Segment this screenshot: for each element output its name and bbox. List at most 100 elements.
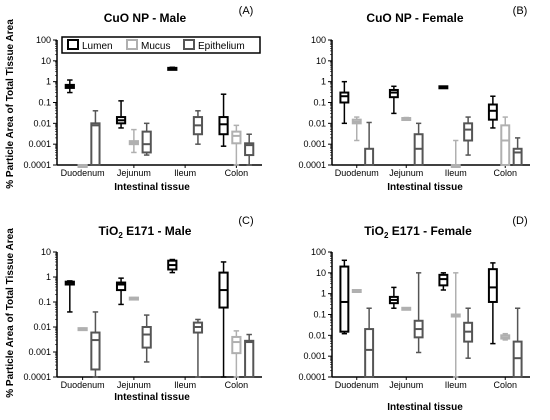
y-tick-label: 1 — [321, 77, 326, 87]
y-tick-label: 1 — [321, 289, 326, 299]
legend-swatch-epithelium — [183, 39, 195, 50]
box-lumen-jejunum — [388, 286, 399, 309]
x-axis-label: Intestinal tissue — [387, 402, 463, 413]
box-lumen-jejunum — [115, 100, 127, 129]
y-tick-label: 0.1 — [313, 98, 326, 108]
y-tick-label: 0.0001 — [298, 372, 326, 382]
panel-a: CuO NP - Male (A) Intestinal tissue 100 1… — [23, 5, 262, 193]
box-epithelium-jejunum — [413, 122, 424, 166]
panel-letter: (A) — [239, 5, 254, 17]
box-epithelium-jejunum — [141, 122, 152, 156]
box-epithelium-colon — [512, 137, 523, 166]
box-iqr — [364, 328, 375, 379]
x-tick-label: Colon — [493, 168, 517, 178]
panel-c: TiO2 E171 - Male (C) Intestinal tissue 1… — [23, 215, 262, 403]
panel-b: CuO NP - Female (B) Intestinal tissue 10… — [298, 5, 530, 193]
box-mucus-colon — [231, 124, 242, 166]
title-subscript: 2 — [384, 231, 389, 240]
box-iqr — [244, 339, 255, 378]
box-lumen-ileum — [167, 258, 178, 274]
box-mucus-ileum — [450, 139, 461, 168]
x-tick-label: Colon — [225, 380, 249, 390]
box-iqr — [364, 147, 375, 166]
panel-letter: (B) — [513, 5, 528, 17]
x-tick-label: Ileum — [174, 380, 196, 390]
box-epithelium-duodenum — [364, 121, 375, 166]
y-tick-label: 0.001 — [303, 139, 326, 149]
x-tick-label: Jejunum — [117, 380, 151, 390]
box-mucus-duodenum — [351, 288, 362, 293]
y-tick-label: 100 — [36, 35, 51, 45]
legend: Lumen Mucus Epithelium — [61, 36, 261, 54]
x-tick-label: Jejunum — [389, 380, 423, 390]
box-iqr — [141, 130, 152, 154]
y-tick-label: 1 — [46, 77, 51, 87]
y-tick-label: 0.1 — [313, 310, 326, 320]
x-tick-label: Duodenum — [61, 168, 105, 178]
y-tick-label: 10 — [41, 56, 51, 66]
y-tick-label: 0.001 — [28, 347, 51, 357]
box-iqr — [90, 122, 101, 167]
panel-d: TiO2 E171 - Female (D) Intestinal tissue… — [298, 215, 530, 413]
x-tick-label: Ileum — [445, 168, 467, 178]
x-tick-label: Colon — [493, 380, 517, 390]
box-epithelium-jejunum — [141, 314, 152, 363]
x-axis-label: Intestinal tissue — [387, 182, 463, 193]
box-iqr — [244, 142, 255, 157]
box-iqr — [487, 268, 498, 303]
x-tick-label: Duodenum — [61, 380, 105, 390]
box-epithelium-ileum — [463, 116, 474, 156]
box-iqr — [231, 335, 242, 355]
box-iqr — [115, 281, 127, 292]
y-tick-label: 0.01 — [308, 118, 326, 128]
y-tick-label: 100 — [311, 247, 326, 257]
box-iqr — [231, 130, 242, 145]
box-mucus-ileum — [450, 272, 461, 378]
box-lumen-duodenum — [339, 259, 350, 335]
y-tick-label: 10 — [316, 268, 326, 278]
box-mucus-colon — [500, 332, 511, 341]
panel-letter: (C) — [238, 215, 253, 227]
box-iqr — [487, 103, 498, 121]
box-iqr — [339, 91, 350, 104]
box-epithelium-ileum — [192, 318, 204, 378]
box-epithelium-colon — [512, 307, 523, 379]
box-epithelium-duodenum — [90, 311, 101, 378]
box-epithelium-ileum — [192, 110, 204, 145]
x-tick-label: Duodenum — [335, 380, 379, 390]
box-epithelium-colon — [244, 333, 255, 378]
y-tick-label: 0.0001 — [23, 372, 51, 382]
panel-title: TiO2 E171 - Male — [99, 224, 192, 240]
y-tick-label: 0.001 — [28, 139, 51, 149]
box-lumen-ileum — [438, 272, 449, 291]
legend-frame — [61, 36, 261, 54]
box-iqr — [339, 265, 350, 333]
x-tick-label: Jejunum — [389, 168, 423, 178]
box-epithelium-jejunum — [413, 272, 424, 354]
x-tick-label: Colon — [225, 168, 249, 178]
y-tick-label: 0.0001 — [23, 160, 51, 170]
box-iqr — [388, 88, 399, 99]
y-tick-label: 10 — [41, 247, 51, 257]
legend-label-epithelium: Epithelium — [198, 41, 245, 52]
y-tick-label: 10 — [316, 56, 326, 66]
panel-title: TiO2 E171 - Female — [364, 224, 472, 240]
title-prefix: TiO — [99, 224, 119, 238]
box-iqr — [438, 273, 449, 287]
box-mucus-duodenum — [351, 116, 362, 142]
box-iqr — [218, 116, 229, 136]
box-mucus-jejunum — [128, 128, 139, 154]
box-mucus-duodenum — [77, 327, 88, 332]
y-axis-label-top: % Particle Area of Total Tissue Area — [5, 19, 16, 189]
box-lumen-colon — [487, 95, 498, 129]
title-suffix: E171 - Male — [123, 224, 192, 238]
box-lumen-colon — [218, 93, 229, 147]
x-tick-label: Jejunum — [117, 168, 151, 178]
y-tick-label: 0.01 — [33, 322, 51, 332]
box-lumen-ileum — [438, 85, 449, 90]
box-lumen-duodenum — [64, 280, 75, 313]
box-iqr — [463, 122, 474, 142]
box-iqr — [90, 331, 101, 371]
box-lumen-colon — [487, 262, 498, 345]
